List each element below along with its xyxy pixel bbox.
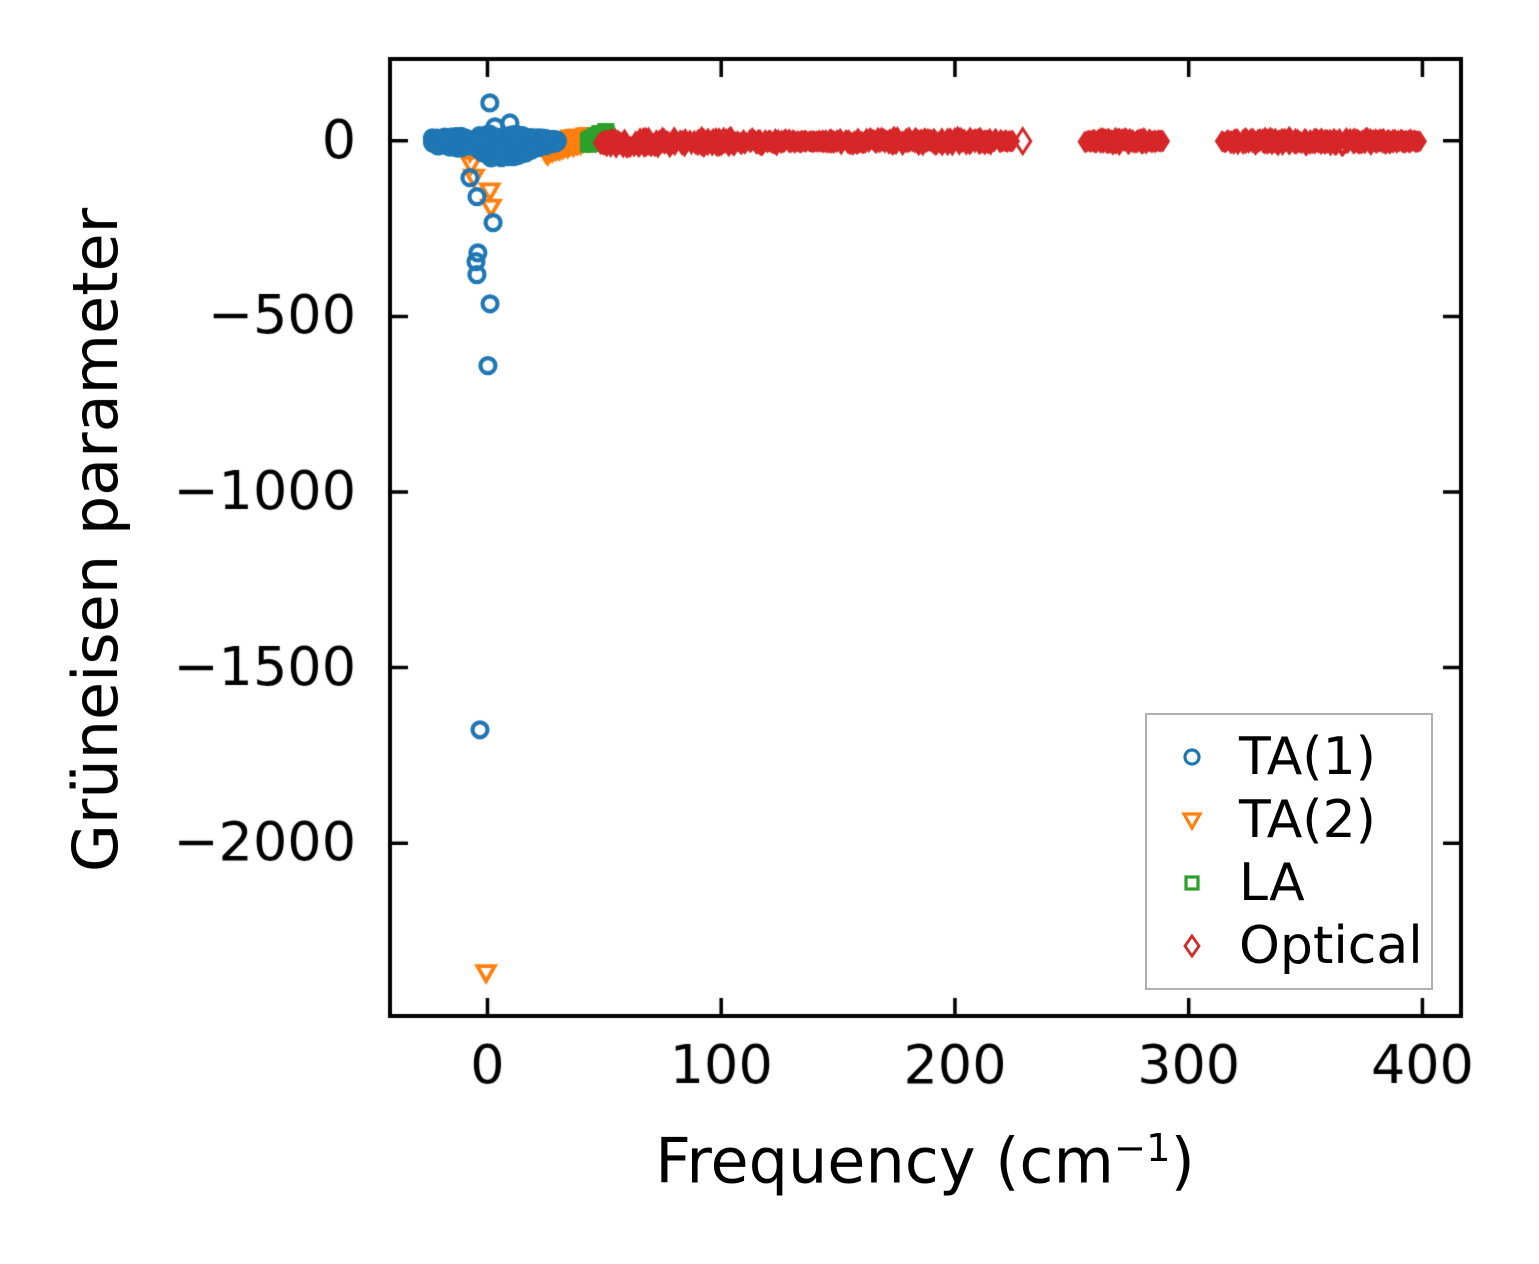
x-axis-label-text: Frequency (cm [655,1124,1114,1198]
x-axis-label-suffix: ) [1170,1124,1195,1198]
legend-item-la: LA [1169,854,1431,912]
legend-label-optical: Optical [1239,916,1423,977]
legend-item-ta2: TA(2) [1169,791,1431,849]
triangle-down-marker-icon [1169,808,1215,832]
square-marker-icon [1169,872,1215,894]
y-axis-label: Grüneisen parameter [59,207,132,873]
legend: TA(1) TA(2) LA Optic [1145,713,1433,990]
x-axis-label: Frequency (cm−1) [655,1129,1195,1193]
x-axis-label-superscript: −1 [1113,1126,1171,1171]
circle-marker-icon [1169,746,1215,768]
legend-label-ta2: TA(2) [1239,789,1376,850]
legend-item-optical: Optical [1169,917,1431,975]
legend-label-la: LA [1239,853,1305,914]
diamond-marker-icon [1169,933,1215,959]
legend-item-ta1: TA(1) [1169,728,1431,786]
legend-label-ta1: TA(1) [1239,726,1376,787]
